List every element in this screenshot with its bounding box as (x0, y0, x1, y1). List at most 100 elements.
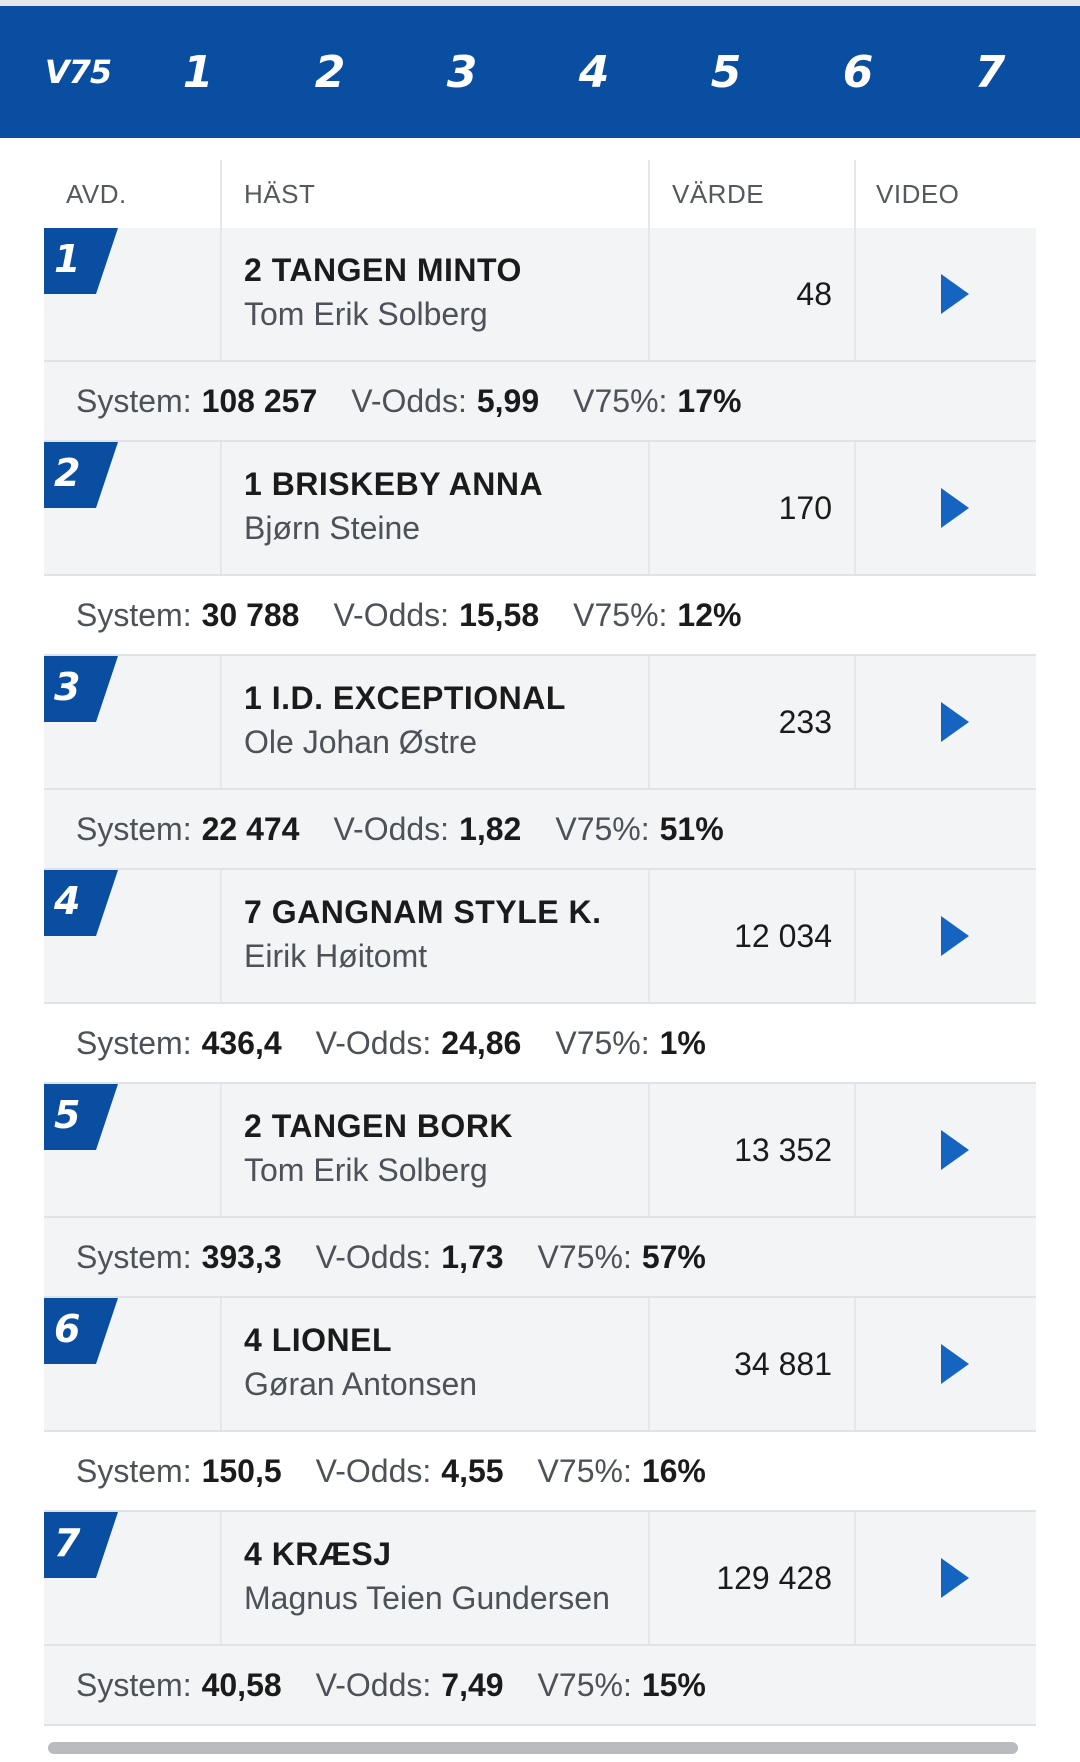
play-icon[interactable] (941, 916, 969, 956)
horse-name[interactable]: 4 KRÆSJ (244, 1536, 392, 1572)
v75-percent-value: 51% (659, 810, 724, 847)
payout-value: 48 (796, 275, 832, 312)
system-label: System: (76, 810, 192, 847)
play-icon[interactable] (941, 488, 969, 528)
table-row: 1 2 TANGEN MINTO Tom Erik Solberg 48 (44, 228, 1036, 362)
system-label: System: (76, 1024, 192, 1061)
race-number-badge: 2 (44, 442, 118, 508)
race-number: 3 (54, 665, 81, 709)
race-stats-row: System: 436,4 V-Odds: 24,86 V75%: 1% (44, 1004, 1036, 1084)
value-cell: 13 352 (650, 1084, 854, 1216)
payout-value: 129 428 (716, 1559, 832, 1596)
header-video: VIDEO (876, 178, 960, 209)
tab-v75[interactable]: V75 (44, 53, 112, 91)
v-odds-value: 7,49 (441, 1666, 504, 1703)
tab-race-6[interactable]: 6 (842, 46, 874, 98)
race-number-badge: 3 (44, 656, 118, 722)
race-stats-row: System: 150,5 V-Odds: 4,55 V75%: 16% (44, 1432, 1036, 1512)
avd-cell: 7 (44, 1512, 220, 1644)
play-icon[interactable] (941, 1558, 969, 1598)
video-cell (856, 1298, 1036, 1430)
v-odds-label: V-Odds: (333, 596, 450, 633)
column-divider (220, 1084, 222, 1216)
v-odds-label: V-Odds: (333, 810, 450, 847)
driver-name: Bjørn Steine (244, 510, 421, 546)
table-row: 4 7 GANGNAM STYLE K. Eirik Høitomt 12 034 (44, 870, 1036, 1004)
tab-race-4[interactable]: 4 (578, 46, 610, 98)
v-odds-value: 5,99 (476, 382, 540, 419)
value-cell: 12 034 (650, 870, 854, 1002)
column-divider (220, 228, 222, 360)
column-divider (220, 442, 222, 574)
horse-name[interactable]: 2 TANGEN BORK (244, 1108, 514, 1144)
system-value: 393,3 (201, 1238, 282, 1275)
tab-race-7[interactable]: 7 (974, 46, 1006, 98)
race-nav-bar: V75 1 2 3 4 5 6 7 (0, 6, 1080, 138)
horse-name[interactable]: 2 TANGEN MINTO (244, 252, 522, 288)
tab-race-1[interactable]: 1 (182, 46, 214, 98)
video-cell (856, 228, 1036, 360)
avd-cell: 2 (44, 442, 220, 574)
header-avd: AVD. (66, 178, 127, 209)
race-number-badge: 4 (44, 870, 118, 936)
race-stats-row: System: 393,3 V-Odds: 1,73 V75%: 57% (44, 1218, 1036, 1298)
column-divider (854, 442, 856, 574)
race-number: 4 (54, 879, 81, 923)
horse-name[interactable]: 7 GANGNAM STYLE K. (244, 894, 602, 930)
table-row: 6 4 LIONEL Gøran Antonsen 34 881 (44, 1298, 1036, 1432)
header-value: VÄRDE (672, 178, 765, 209)
video-cell (856, 870, 1036, 1002)
table-header: AVD. HÄST VÄRDE VIDEO (44, 160, 1036, 228)
v-odds-label: V-Odds: (351, 382, 467, 419)
v75-percent-value: 15% (641, 1666, 706, 1703)
driver-name: Eirik Høitomt (244, 938, 428, 974)
driver-name: Magnus Teien Gundersen (244, 1580, 610, 1616)
column-divider (648, 1298, 650, 1430)
v75-percent-label: V75%: (537, 1238, 632, 1275)
system-value: 150,5 (201, 1452, 282, 1489)
race-number: 7 (54, 1521, 81, 1565)
column-divider (648, 1512, 650, 1644)
system-label: System: (76, 1452, 192, 1489)
v75-percent-label: V75%: (555, 1024, 650, 1061)
tab-race-5[interactable]: 5 (710, 46, 742, 98)
horse-name[interactable]: 1 I.D. EXCEPTIONAL (244, 680, 566, 716)
horse-cell: 7 GANGNAM STYLE K. Eirik Høitomt (222, 870, 648, 1002)
column-divider (220, 656, 222, 788)
play-icon[interactable] (941, 702, 969, 742)
v-odds-value: 1,82 (459, 810, 522, 847)
value-cell: 170 (650, 442, 854, 574)
race-stats-row: System: 40,58 V-Odds: 7,49 V75%: 15% (44, 1646, 1036, 1726)
column-divider (648, 160, 650, 228)
tab-race-2[interactable]: 2 (314, 46, 346, 98)
v75-percent-label: V75%: (537, 1452, 632, 1489)
tab-race-3[interactable]: 3 (446, 46, 478, 98)
payout-value: 13 352 (734, 1131, 832, 1168)
system-value: 108 257 (201, 382, 318, 419)
horse-cell: 2 TANGEN BORK Tom Erik Solberg (222, 1084, 648, 1216)
play-icon[interactable] (941, 274, 969, 314)
race-number-badge: 5 (44, 1084, 118, 1150)
horse-cell: 1 I.D. EXCEPTIONAL Ole Johan Østre (222, 656, 648, 788)
value-cell: 129 428 (650, 1512, 854, 1644)
horse-name[interactable]: 1 BRISKEBY ANNA (244, 466, 544, 502)
v-odds-label: V-Odds: (315, 1452, 432, 1489)
v75-percent-value: 12% (677, 596, 742, 633)
results-table: AVD. HÄST VÄRDE VIDEO 1 2 TANGEN MINTO Tom… (44, 160, 1036, 1726)
horizontal-scrollbar[interactable] (48, 1742, 1018, 1754)
horse-cell: 1 BRISKEBY ANNA Bjørn Steine (222, 442, 648, 574)
play-icon[interactable] (941, 1130, 969, 1170)
play-icon[interactable] (941, 1344, 969, 1384)
video-cell (856, 656, 1036, 788)
race-number-badge: 1 (44, 228, 118, 294)
column-divider (220, 1512, 222, 1644)
driver-name: Tom Erik Solberg (244, 1152, 488, 1188)
horse-name[interactable]: 4 LIONEL (244, 1322, 393, 1358)
v-odds-value: 1,73 (441, 1238, 504, 1275)
table-row: 2 1 BRISKEBY ANNA Bjørn Steine 170 (44, 442, 1036, 576)
video-cell (856, 1512, 1036, 1644)
race-stats-row: System: 30 788 V-Odds: 15,58 V75%: 12% (44, 576, 1036, 656)
value-cell: 233 (650, 656, 854, 788)
system-value: 22 474 (201, 810, 300, 847)
avd-cell: 4 (44, 870, 220, 1002)
